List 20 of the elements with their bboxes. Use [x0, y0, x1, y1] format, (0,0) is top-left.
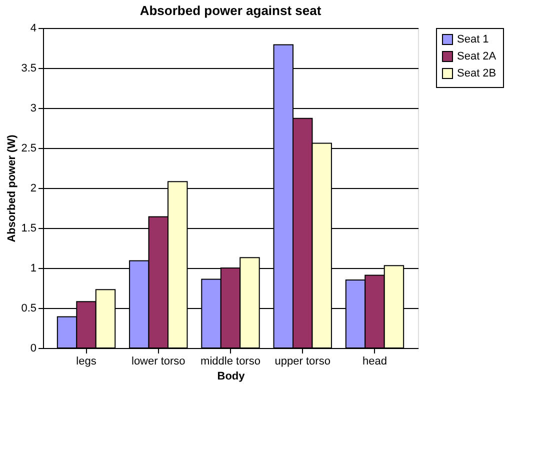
- y-tick-label: 4: [30, 22, 36, 34]
- legend-label: Seat 1: [457, 34, 489, 46]
- legend-label: Seat 2A: [457, 50, 497, 62]
- x-tick-label: legs: [76, 356, 97, 368]
- y-axis-title: Absorbed power (W): [6, 134, 18, 242]
- y-tick-label: 1.5: [21, 222, 36, 234]
- legend-label: Seat 2B: [457, 68, 496, 80]
- x-tick-label: upper torso: [274, 356, 330, 368]
- y-tick-label: 3: [30, 102, 36, 114]
- x-tick-label: head: [362, 356, 387, 368]
- y-tick-label: 3.5: [21, 62, 36, 74]
- y-tick-label: 0.5: [21, 302, 36, 314]
- y-tick-label: 2: [30, 182, 36, 194]
- chart-title: Absorbed power against seat: [140, 3, 322, 18]
- x-tick-label: lower torso: [131, 356, 186, 368]
- y-tick-label: 0: [30, 342, 36, 354]
- y-tick-label: 2.5: [21, 142, 36, 154]
- y-tick-label: 1: [30, 262, 36, 274]
- x-tick-label: middle torso: [200, 356, 260, 368]
- x-axis-title: Body: [217, 370, 246, 382]
